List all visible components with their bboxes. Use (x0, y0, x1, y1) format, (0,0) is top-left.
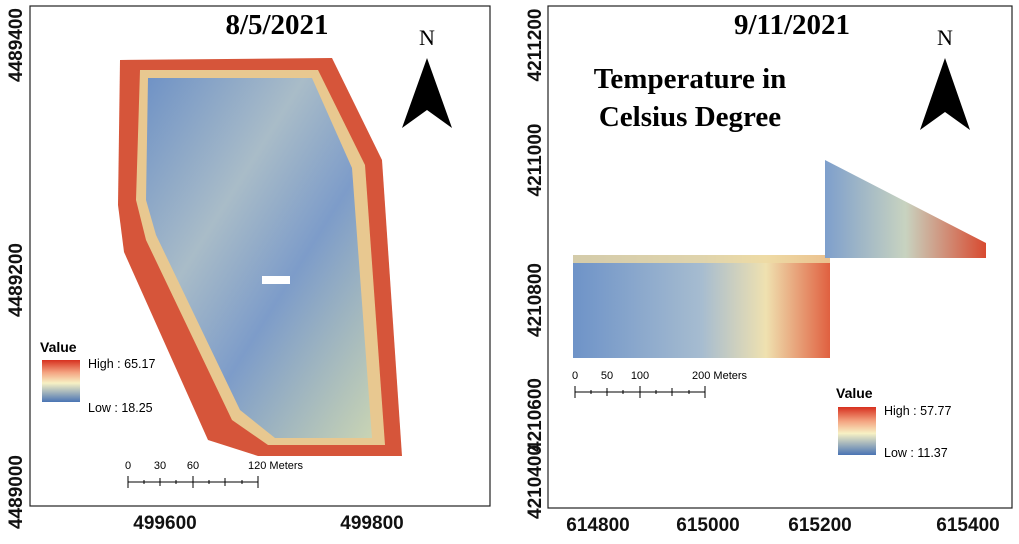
north-label: N (419, 25, 435, 50)
field-strip (573, 255, 830, 263)
x-label: 499800 (340, 513, 403, 534)
x-label: 615000 (676, 515, 739, 536)
gap (262, 276, 290, 284)
y-label: 4489000 (6, 455, 27, 529)
scale-label: 0 (125, 460, 131, 472)
scale-label: 50 (601, 370, 613, 382)
legend-low: Low : 11.37 (884, 446, 948, 460)
date: 9/11/2021 (734, 9, 850, 41)
scale-ticks (127, 476, 259, 488)
scale-label: 30 (154, 460, 166, 472)
scale-bar: 0 30 60 120 Meters (125, 460, 304, 488)
date: 8/5/2021 (225, 9, 328, 41)
north-arrow (402, 58, 452, 128)
legend-title: Value (40, 339, 77, 355)
scale-bar: 0 50 100 200 Meters (572, 370, 748, 398)
scale-label: 0 (572, 370, 578, 382)
panel-right: 9/11/2021 Temperature in Celsius Degree … (525, 5, 1013, 536)
scale-label: 120 Meters (248, 460, 304, 472)
scale-label: 100 (631, 370, 649, 382)
panel-left: 8/5/2021 N Value High : 65.17 Low : 18.2… (6, 5, 491, 534)
y-label: 4210400 (525, 445, 546, 519)
y-label: 4211200 (525, 9, 546, 82)
x-label: 499600 (133, 513, 196, 534)
north-arrow (920, 58, 970, 130)
note-line: Celsius Degree (599, 101, 781, 133)
x-label: 614800 (566, 515, 629, 536)
scale-ticks (574, 386, 706, 398)
legend-title: Value (836, 385, 873, 401)
north-label: N (937, 25, 953, 50)
x-label: 615200 (788, 515, 851, 536)
note-line: Temperature in (594, 63, 787, 95)
y-label: 4489400 (6, 8, 27, 82)
legend-high: High : 57.77 (884, 404, 951, 418)
y-label: 4211000 (525, 124, 546, 197)
field-triangle (825, 160, 986, 258)
y-label: 4210600 (525, 378, 546, 452)
field-interior (146, 78, 372, 438)
legend-ramp (838, 407, 876, 455)
x-label: 615400 (936, 515, 999, 536)
y-label: 4489200 (6, 243, 27, 317)
legend-high: High : 65.17 (88, 357, 155, 371)
y-label: 4210800 (525, 263, 546, 337)
legend-low: Low : 18.25 (88, 401, 153, 415)
scale-label: 60 (187, 460, 199, 472)
legend-ramp (42, 360, 80, 402)
field-rect (573, 255, 830, 358)
scale-label: 200 Meters (692, 370, 748, 382)
